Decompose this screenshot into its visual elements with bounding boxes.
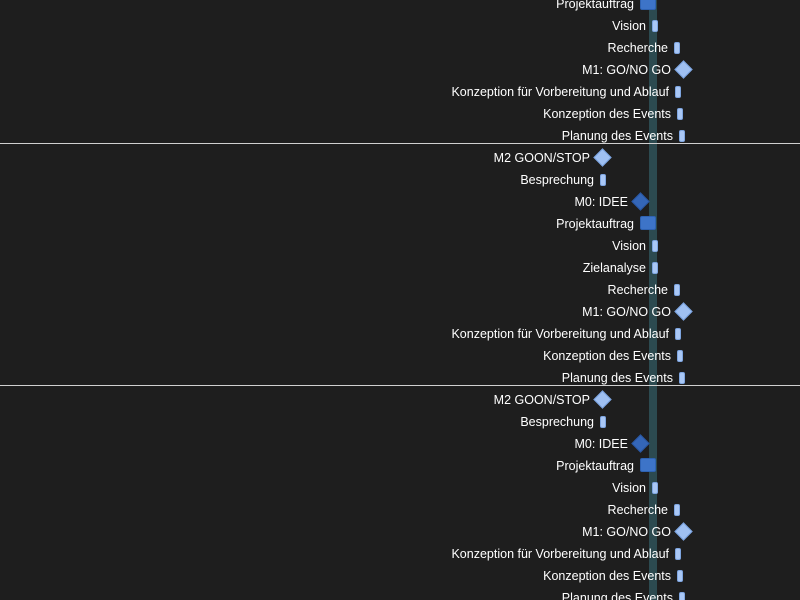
- task-label: M2 GOON/STOP: [493, 151, 590, 165]
- task-bar[interactable]: [640, 458, 656, 472]
- task-label: Zielanalyse: [582, 261, 646, 275]
- task-label: Besprechung: [520, 173, 594, 187]
- task-bar[interactable]: [679, 592, 685, 600]
- task-label: Konzeption des Events: [543, 107, 671, 121]
- task-row-vision: Vision: [0, 15, 800, 37]
- task-bar[interactable]: [675, 548, 681, 560]
- task-row-vision: Vision: [0, 477, 800, 499]
- task-label: Planung des Events: [561, 129, 673, 143]
- task-bar[interactable]: [600, 174, 606, 186]
- task-bar[interactable]: [677, 108, 683, 120]
- task-bar[interactable]: [677, 570, 683, 582]
- task-bar[interactable]: [652, 482, 658, 494]
- milestone-diamond-icon[interactable]: [593, 390, 612, 409]
- task-label: Konzeption für Vorbereitung und Ablauf: [451, 327, 669, 341]
- task-row-konzeption-des-events: Konzeption des Events: [0, 565, 800, 587]
- today-marker-line: [649, 0, 657, 600]
- task-row-planung-des-events: Planung des Events: [0, 587, 800, 600]
- task-row-konzeption-für-vorbereitung-und-ablauf: Konzeption für Vorbereitung und Ablauf: [0, 323, 800, 345]
- task-row-recherche: Recherche: [0, 279, 800, 301]
- task-label: Vision: [612, 19, 646, 33]
- task-label: Besprechung: [520, 415, 594, 429]
- task-label: Konzeption des Events: [543, 349, 671, 363]
- task-row-konzeption-des-events: Konzeption des Events: [0, 103, 800, 125]
- task-label: M2 GOON/STOP: [493, 393, 590, 407]
- task-bar[interactable]: [674, 504, 680, 516]
- task-label: M1: GO/NO GO: [582, 525, 671, 539]
- milestone-diamond-icon[interactable]: [631, 192, 650, 211]
- task-row-projektauftrag: Projektauftrag: [0, 213, 800, 235]
- task-label: Konzeption für Vorbereitung und Ablauf: [451, 85, 669, 99]
- task-label: M1: GO/NO GO: [582, 63, 671, 77]
- task-row-recherche: Recherche: [0, 37, 800, 59]
- task-row-konzeption-des-events: Konzeption des Events: [0, 345, 800, 367]
- task-row-konzeption-für-vorbereitung-und-ablauf: Konzeption für Vorbereitung und Ablauf: [0, 81, 800, 103]
- task-row-m1-go-no-go: M1: GO/NO GO: [0, 59, 800, 81]
- task-label: M0: IDEE: [574, 195, 629, 209]
- section-separator: [0, 143, 800, 144]
- section-separator: [0, 385, 800, 386]
- task-row-besprechung: Besprechung: [0, 169, 800, 191]
- task-label: M1: GO/NO GO: [582, 305, 671, 319]
- task-bar[interactable]: [679, 372, 685, 384]
- task-bar[interactable]: [675, 328, 681, 340]
- task-row-m1-go-no-go: M1: GO/NO GO: [0, 521, 800, 543]
- task-bar[interactable]: [600, 416, 606, 428]
- task-label: M0: IDEE: [574, 437, 629, 451]
- task-row-m2-goon-stop: M2 GOON/STOP: [0, 389, 800, 411]
- task-bar[interactable]: [674, 42, 680, 54]
- task-row-konzeption-für-vorbereitung-und-ablauf: Konzeption für Vorbereitung und Ablauf: [0, 543, 800, 565]
- task-label: Konzeption des Events: [543, 569, 671, 583]
- task-label: Planung des Events: [561, 591, 673, 600]
- task-bar[interactable]: [640, 0, 656, 10]
- task-bar[interactable]: [674, 284, 680, 296]
- milestone-diamond-icon[interactable]: [674, 60, 693, 79]
- task-label: Projektauftrag: [556, 217, 634, 231]
- task-row-projektauftrag: Projektauftrag: [0, 0, 800, 15]
- task-label: Recherche: [607, 41, 668, 55]
- task-label: Projektauftrag: [556, 459, 634, 473]
- task-row-planung-des-events: Planung des Events: [0, 367, 800, 389]
- task-bar[interactable]: [677, 350, 683, 362]
- task-label: Projektauftrag: [556, 0, 634, 11]
- milestone-diamond-icon[interactable]: [631, 434, 650, 453]
- task-label: Konzeption für Vorbereitung und Ablauf: [451, 547, 669, 561]
- task-row-m0-idee: M0: IDEE: [0, 433, 800, 455]
- task-bar[interactable]: [652, 20, 658, 32]
- task-bar[interactable]: [675, 86, 681, 98]
- task-row-recherche: Recherche: [0, 499, 800, 521]
- milestone-diamond-icon[interactable]: [674, 522, 693, 541]
- task-row-besprechung: Besprechung: [0, 411, 800, 433]
- task-label: Vision: [612, 239, 646, 253]
- milestone-diamond-icon[interactable]: [674, 302, 693, 321]
- task-row-m0-idee: M0: IDEE: [0, 191, 800, 213]
- task-bar[interactable]: [640, 216, 656, 230]
- task-label: Vision: [612, 481, 646, 495]
- task-bar[interactable]: [679, 130, 685, 142]
- milestone-diamond-icon[interactable]: [593, 148, 612, 167]
- task-row-m2-goon-stop: M2 GOON/STOP: [0, 147, 800, 169]
- task-row-m1-go-no-go: M1: GO/NO GO: [0, 301, 800, 323]
- task-row-planung-des-events: Planung des Events: [0, 125, 800, 147]
- task-bar[interactable]: [652, 240, 658, 252]
- task-bar[interactable]: [652, 262, 658, 274]
- task-row-vision: Vision: [0, 235, 800, 257]
- task-row-projektauftrag: Projektauftrag: [0, 455, 800, 477]
- task-label: Recherche: [607, 503, 668, 517]
- task-row-zielanalyse: Zielanalyse: [0, 257, 800, 279]
- task-label: Planung des Events: [561, 371, 673, 385]
- task-label: Recherche: [607, 283, 668, 297]
